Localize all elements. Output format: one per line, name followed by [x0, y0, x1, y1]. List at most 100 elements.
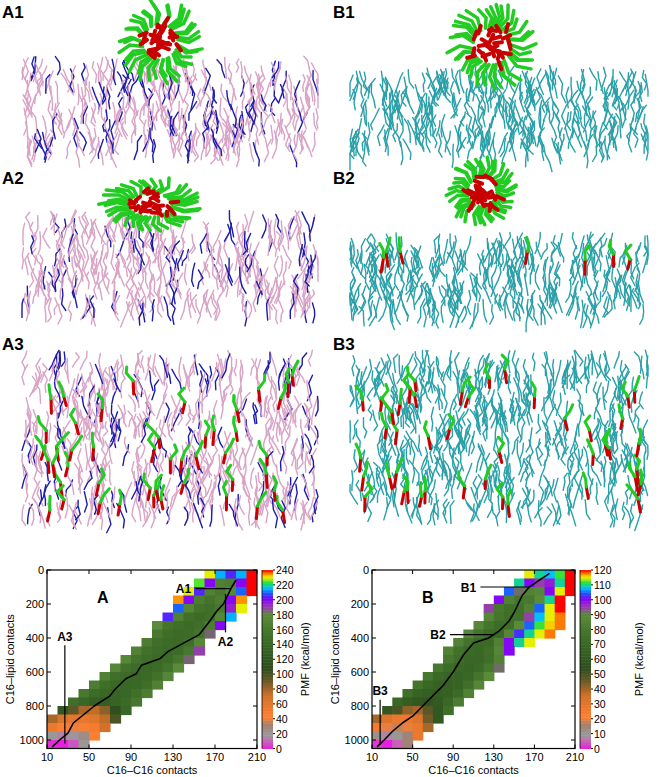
lipid	[383, 95, 388, 115]
surfactant-tail	[159, 437, 160, 448]
lipid	[213, 231, 221, 253]
lipid	[115, 295, 120, 320]
lipid	[179, 357, 181, 381]
lipid	[527, 83, 530, 99]
surfactant-tail	[273, 491, 277, 501]
lipid	[637, 102, 639, 119]
lipid	[98, 273, 108, 289]
lipid	[245, 66, 249, 83]
surfactant-head	[49, 385, 51, 399]
surfactant-head	[182, 446, 189, 460]
lipid	[92, 62, 96, 83]
lipid	[220, 278, 225, 296]
lipid	[68, 302, 71, 321]
surfactant-tail	[237, 410, 239, 422]
lipid	[88, 503, 94, 526]
lipid	[203, 60, 205, 77]
lipid	[162, 262, 166, 285]
lipid	[311, 63, 318, 84]
lipid	[46, 75, 50, 93]
surfactant-tail	[50, 399, 53, 413]
surfactant-tail	[499, 62, 502, 70]
lipid	[89, 386, 95, 406]
lipid	[112, 60, 115, 85]
lipid	[168, 236, 174, 258]
lipid	[422, 93, 426, 113]
lipid	[159, 286, 164, 311]
lipid	[620, 72, 627, 92]
lipid	[185, 481, 190, 498]
lipid	[548, 105, 551, 123]
lipid	[316, 396, 319, 416]
surfactant-tail	[132, 381, 136, 394]
lipid	[363, 143, 366, 166]
lipid	[51, 212, 54, 235]
surfactant-head	[92, 433, 94, 447]
lipid	[134, 135, 142, 159]
lipid	[270, 352, 277, 376]
lipid	[64, 389, 72, 411]
surfactant-head	[158, 178, 169, 194]
lipid	[304, 56, 311, 76]
surfactant-tail	[181, 483, 184, 493]
lipid	[245, 438, 252, 458]
surfactant-head	[156, 475, 162, 489]
lipid	[106, 69, 112, 95]
lipid	[273, 473, 276, 491]
lipid	[223, 390, 225, 405]
surfactant-tail	[169, 459, 172, 473]
lipid	[44, 138, 53, 160]
lipid	[295, 290, 297, 318]
lipid	[310, 290, 315, 308]
lipid	[90, 432, 95, 450]
lipid	[199, 389, 203, 406]
lipid	[90, 499, 92, 519]
lipid	[126, 302, 133, 320]
lipid	[107, 88, 110, 109]
lipid	[66, 265, 73, 285]
lipid	[270, 377, 272, 400]
lipid	[144, 120, 147, 140]
lipid	[307, 420, 318, 444]
lipid	[134, 239, 144, 265]
lipid	[371, 84, 375, 108]
lipid	[243, 234, 250, 255]
surfactant-tail	[101, 408, 102, 421]
surfactant-tail	[161, 46, 169, 49]
surfactant-head	[196, 442, 202, 456]
surfactant-head	[120, 37, 142, 42]
lipid	[117, 504, 125, 528]
lipid	[157, 257, 161, 281]
lipid	[350, 145, 353, 170]
lipid	[200, 501, 208, 522]
lipid	[283, 245, 291, 268]
lipid	[249, 501, 250, 524]
lipid	[68, 279, 76, 295]
lipid	[253, 143, 259, 166]
lipid	[234, 359, 236, 375]
lipid	[224, 108, 230, 132]
lipid	[132, 419, 135, 438]
lipid	[79, 94, 83, 117]
snapshot-b1	[350, 5, 648, 172]
lipid	[354, 119, 361, 139]
lipid	[499, 133, 508, 153]
lipid	[264, 139, 271, 161]
lipid	[85, 422, 88, 439]
surfactant-head	[260, 459, 266, 473]
lipid	[229, 258, 233, 282]
surfactant-head	[126, 50, 144, 59]
lipid	[161, 106, 165, 127]
lipid	[88, 132, 96, 150]
lipid	[289, 75, 291, 100]
lipid	[32, 136, 35, 160]
lipid	[252, 359, 258, 384]
surfactant-tail	[171, 210, 174, 214]
lipid	[98, 139, 103, 158]
snapshot-a3	[22, 350, 318, 533]
surfactant-tail	[47, 460, 51, 473]
surfactant-head	[170, 445, 177, 459]
lipid	[201, 262, 205, 285]
surfactant-head	[281, 384, 285, 398]
lipid	[277, 465, 285, 489]
